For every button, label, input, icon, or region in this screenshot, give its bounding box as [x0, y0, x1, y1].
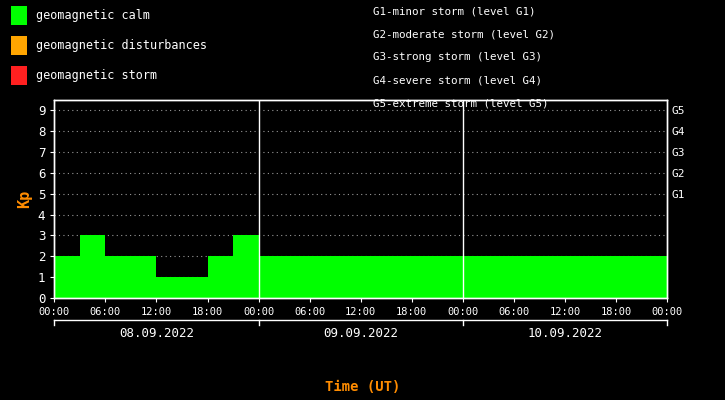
Bar [157, 277, 182, 298]
Bar [182, 277, 207, 298]
Bar [642, 256, 667, 298]
Y-axis label: Kp: Kp [17, 190, 33, 208]
Text: geomagnetic calm: geomagnetic calm [36, 9, 149, 22]
Text: 08.09.2022: 08.09.2022 [119, 327, 194, 340]
Text: G3-strong storm (level G3): G3-strong storm (level G3) [373, 52, 542, 62]
Bar [565, 256, 590, 298]
Bar [539, 256, 565, 298]
Bar [489, 256, 514, 298]
Bar [131, 256, 157, 298]
Bar [105, 256, 131, 298]
Bar [514, 256, 539, 298]
Bar [207, 256, 233, 298]
Text: 09.09.2022: 09.09.2022 [323, 327, 398, 340]
Bar [437, 256, 463, 298]
Bar [335, 256, 360, 298]
Text: geomagnetic disturbances: geomagnetic disturbances [36, 39, 207, 52]
Bar [233, 236, 259, 298]
Bar [463, 256, 489, 298]
Bar [360, 256, 386, 298]
Bar [590, 256, 616, 298]
Text: G4-severe storm (level G4): G4-severe storm (level G4) [373, 76, 542, 86]
Text: G2-moderate storm (level G2): G2-moderate storm (level G2) [373, 29, 555, 39]
Bar [80, 236, 105, 298]
Bar [259, 256, 284, 298]
Bar [616, 256, 642, 298]
Bar [284, 256, 310, 298]
Text: geomagnetic storm: geomagnetic storm [36, 69, 157, 82]
Text: G5-extreme storm (level G5): G5-extreme storm (level G5) [373, 99, 549, 109]
Text: G1-minor storm (level G1): G1-minor storm (level G1) [373, 6, 536, 16]
Bar [310, 256, 335, 298]
Bar [54, 256, 80, 298]
Bar [386, 256, 412, 298]
Text: 10.09.2022: 10.09.2022 [527, 327, 602, 340]
Bar [412, 256, 437, 298]
Text: Time (UT): Time (UT) [325, 380, 400, 394]
